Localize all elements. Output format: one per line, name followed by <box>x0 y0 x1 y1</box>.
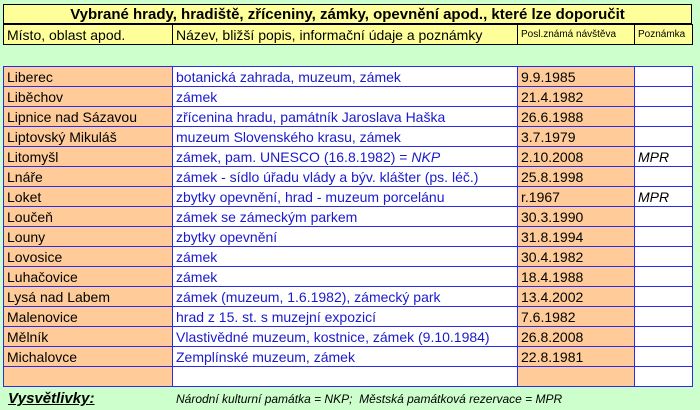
cell-place[interactable]: Lysá nad Labem <box>3 286 173 307</box>
cell-description[interactable]: zámek <box>172 266 518 287</box>
cell-note[interactable]: MPR <box>634 186 693 207</box>
table-row: Litomyšl zámek, pam. UNESCO (16.8.1982) =… <box>3 146 693 167</box>
cell-description[interactable]: zámek <box>172 86 518 107</box>
cell-last-visit[interactable] <box>517 366 635 387</box>
cell-place[interactable]: Lipnice nad Sázavou <box>3 106 173 127</box>
table-row: Loučeň zámek se zámeckým parkem 30.3.1990 <box>3 206 693 227</box>
table-row: Liptovský Mikuláš muzeum Slovenského kras… <box>3 126 693 147</box>
cell-last-visit[interactable]: 13.4.2002 <box>517 286 635 307</box>
cell-last-visit[interactable]: 3.7.1979 <box>517 126 635 147</box>
cell-last-visit[interactable]: 25.8.1998 <box>517 166 635 187</box>
cell-last-visit[interactable]: 26.6.1988 <box>517 106 635 127</box>
cell-note[interactable] <box>634 86 693 107</box>
table-row: Lipnice nad Sázavou zřícenina hradu, pamá… <box>3 106 693 127</box>
cell-place[interactable]: Lovosice <box>3 246 173 267</box>
cell-description[interactable]: zámek - sídlo úřadu vlády a býv. klášter… <box>172 166 518 187</box>
table-row: Lysá nad Labem zámek (muzeum, 1.6.1982), … <box>3 286 693 307</box>
cell-place[interactable]: Litomyšl <box>3 146 173 167</box>
cell-place[interactable]: Louny <box>3 226 173 247</box>
legend-label: Vysvětlivky: <box>8 390 95 407</box>
cell-place[interactable]: Luhačovice <box>3 266 173 287</box>
cell-description[interactable]: Vlastivědné muzeum, kostnice, zámek (9.1… <box>172 326 518 347</box>
cell-note[interactable] <box>634 326 693 347</box>
cell-description[interactable]: zámek se zámeckým parkem <box>172 206 518 227</box>
cell-place[interactable]: Liběchov <box>3 86 173 107</box>
table-row: Liběchov zámek 21.4.1982 <box>3 86 693 107</box>
sheet-title: Vybrané hrady, hradiště, zříceniny, zámk… <box>3 4 692 24</box>
cell-place[interactable]: Loket <box>3 186 173 207</box>
table-row: Mělník Vlastivědné muzeum, kostnice, záme… <box>3 326 693 347</box>
cell-description[interactable]: zbytky opevnění <box>172 226 518 247</box>
cell-note[interactable] <box>634 366 693 387</box>
cell-last-visit[interactable]: r.1967 <box>517 186 635 207</box>
cell-note[interactable] <box>634 286 693 307</box>
cell-last-visit[interactable]: 31.8.1994 <box>517 226 635 247</box>
nkp-abbrev: NKP <box>411 148 441 165</box>
legend: Vysvětlivky: Národní kulturní památka = … <box>0 388 700 410</box>
cell-last-visit[interactable]: 2.10.2008 <box>517 146 635 167</box>
cell-note[interactable] <box>634 126 693 147</box>
table-row: Loket zbytky opevnění, hrad - muzeum porc… <box>3 186 693 207</box>
cell-place[interactable]: Malenovice <box>3 306 173 327</box>
table-row: Liberec botanická zahrada, muzeum, zámek 9… <box>3 66 693 87</box>
cell-place[interactable]: Liberec <box>3 66 173 87</box>
cell-note[interactable] <box>634 306 693 327</box>
cell-last-visit[interactable]: 26.8.2008 <box>517 326 635 347</box>
table-row: Malenovice hrad z 15. st. s muzejní expoz… <box>3 306 693 327</box>
cell-note[interactable] <box>634 226 693 247</box>
castle-table: Liberec botanická zahrada, muzeum, zámek 9… <box>3 66 693 387</box>
table-row <box>3 366 693 387</box>
cell-note[interactable] <box>634 246 693 267</box>
cell-place[interactable]: Lnáře <box>3 166 173 187</box>
cell-last-visit[interactable]: 21.4.1982 <box>517 86 635 107</box>
header-row: Místo, oblast apod. Název, bližší popis,… <box>3 24 693 45</box>
description-text: zámek, pam. UNESCO (16.8.1982) = <box>176 148 412 165</box>
table-row: Louny zbytky opevnění 31.8.1994 <box>3 226 693 247</box>
cell-note[interactable] <box>634 166 693 187</box>
table-row: Michalovce Zemplínské muzeum, zámek 22.8.1… <box>3 346 693 367</box>
legend-text: Národní kulturní památka = NKP; Městská … <box>176 392 563 406</box>
cell-last-visit[interactable]: 7.6.1982 <box>517 306 635 327</box>
cell-last-visit[interactable]: 30.4.1982 <box>517 246 635 267</box>
cell-description[interactable]: zámek <box>172 246 518 267</box>
cell-place[interactable]: Michalovce <box>3 346 173 367</box>
cell-last-visit[interactable]: 22.8.1981 <box>517 346 635 367</box>
cell-description[interactable]: zámek (muzeum, 1.6.1982), zámecký park <box>172 286 518 307</box>
header-last-visit[interactable]: Posl.známá návštěva <box>517 24 635 45</box>
header-description[interactable]: Název, bližší popis, informační údaje a … <box>172 24 518 45</box>
table-row: Lovosice zámek 30.4.1982 <box>3 246 693 267</box>
cell-last-visit[interactable]: 9.9.1985 <box>517 66 635 87</box>
cell-note[interactable] <box>634 266 693 287</box>
cell-note[interactable] <box>634 346 693 367</box>
cell-description[interactable]: zřícenina hradu, památník Jaroslava Hašk… <box>172 106 518 127</box>
cell-place[interactable]: Mělník <box>3 326 173 347</box>
cell-description[interactable]: zámek, pam. UNESCO (16.8.1982) = NKP <box>172 146 518 167</box>
header-note[interactable]: Poznámka <box>634 24 693 45</box>
cell-place[interactable]: Loučeň <box>3 206 173 227</box>
table-row: Lnáře zámek - sídlo úřadu vlády a býv. kl… <box>3 166 693 187</box>
cell-description[interactable] <box>172 366 518 387</box>
cell-description[interactable]: hrad z 15. st. s muzejní expozicí <box>172 306 518 327</box>
cell-place[interactable] <box>3 366 173 387</box>
cell-note[interactable]: MPR <box>634 146 693 167</box>
cell-note[interactable] <box>634 66 693 87</box>
cell-note[interactable] <box>634 106 693 127</box>
cell-description[interactable]: botanická zahrada, muzeum, zámek <box>172 66 518 87</box>
cell-description[interactable]: zbytky opevnění, hrad - muzeum porcelánu <box>172 186 518 207</box>
cell-description[interactable]: Zemplínské muzeum, zámek <box>172 346 518 367</box>
table-row: Luhačovice zámek 18.4.1988 <box>3 266 693 287</box>
cell-description[interactable]: muzeum Slovenského krasu, zámek <box>172 126 518 147</box>
cell-place[interactable]: Liptovský Mikuláš <box>3 126 173 147</box>
cell-last-visit[interactable]: 18.4.1988 <box>517 266 635 287</box>
header-place[interactable]: Místo, oblast apod. <box>3 24 173 45</box>
cell-note[interactable] <box>634 206 693 227</box>
cell-last-visit[interactable]: 30.3.1990 <box>517 206 635 227</box>
